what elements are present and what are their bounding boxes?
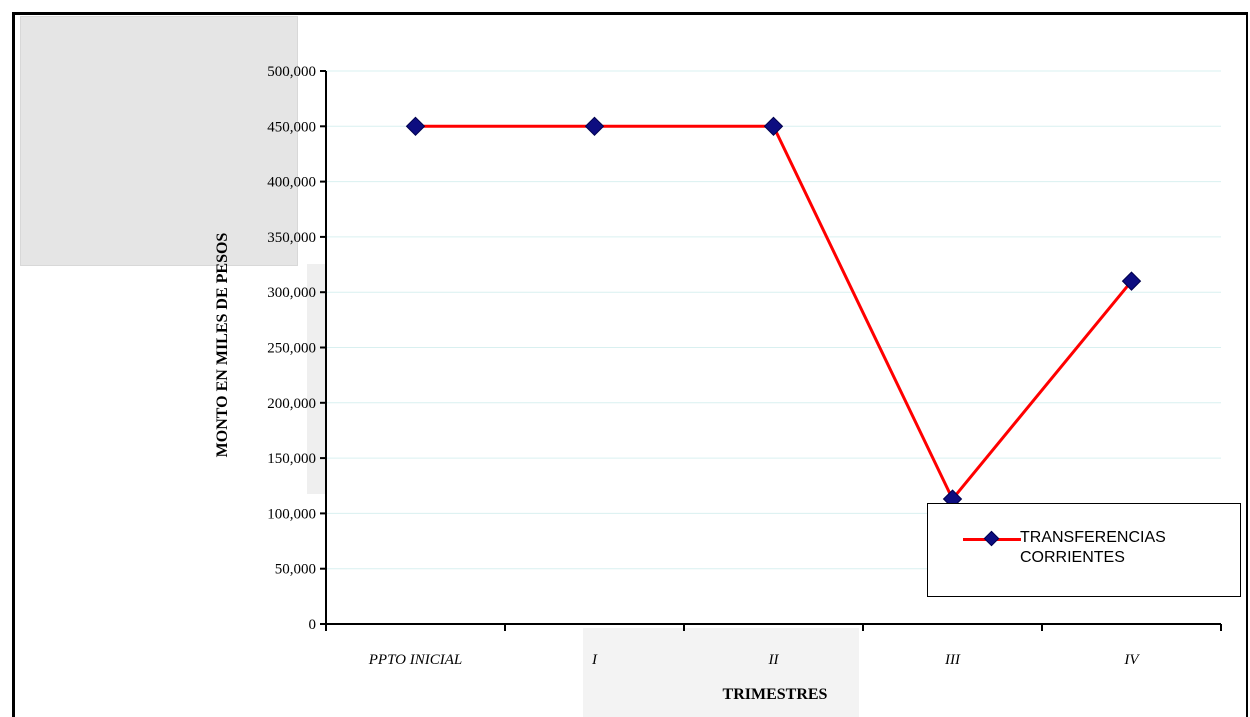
series: [405, 116, 1142, 509]
y-tick-label: 300,000: [267, 285, 316, 301]
x-tick-label: II: [768, 652, 780, 668]
x-axis-ticks: PPTO INICIAL I II III IV: [325, 624, 1222, 668]
gridlines: [326, 70, 1221, 570]
legend: TRANSFERENCIAS CORRIENTES: [927, 503, 1241, 597]
background-panel: [307, 264, 325, 494]
y-tick-label: 250,000: [267, 341, 316, 357]
x-axis-title: TRIMESTRES: [723, 686, 828, 703]
y-tick-label: 500,000: [267, 64, 316, 80]
data-point: [763, 116, 784, 137]
y-tick-label: 0: [309, 617, 317, 633]
y-axis-ticks: 0 50,000 100,000 150,000 200,000 250,000 300,0…: [267, 64, 326, 633]
x-tick-label: PPTO INICIAL: [368, 652, 462, 668]
y-tick-label: 400,000: [267, 175, 316, 191]
background-panel: [583, 628, 859, 717]
y-tick-label: 50,000: [275, 562, 316, 578]
y-tick-label: 350,000: [267, 230, 316, 246]
y-tick-label: 200,000: [267, 396, 316, 412]
data-point: [1121, 271, 1142, 291]
legend-marker-swatch: [983, 530, 1000, 547]
data-point: [584, 116, 605, 137]
x-tick-label: I: [591, 652, 598, 668]
background-panel: [20, 16, 298, 266]
y-tick-label: 150,000: [267, 451, 316, 467]
legend-label: TRANSFERENCIAS CORRIENTES: [1020, 529, 1166, 566]
y-tick-label: 100,000: [267, 506, 316, 522]
x-tick-label: IV: [1123, 652, 1140, 668]
chart-frame: [12, 12, 1248, 717]
y-tick-label: 450,000: [267, 119, 316, 135]
y-axis-title: MONTO EN MILES DE PESOS: [214, 233, 231, 458]
series-line: [415, 124, 1133, 501]
data-point: [405, 116, 426, 137]
x-tick-label: III: [944, 652, 961, 668]
